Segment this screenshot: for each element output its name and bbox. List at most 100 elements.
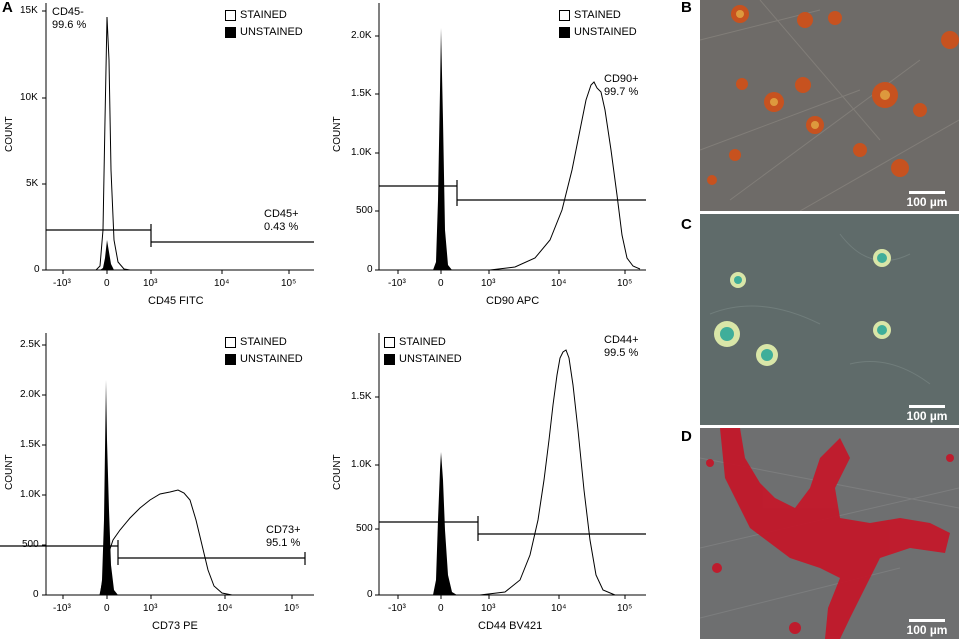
unstained-histogram [100,380,118,595]
legend-stained-swatch [225,337,236,348]
x-tick-neg: -10³ [53,603,71,614]
legend-unstained-swatch [225,27,236,38]
axes [42,3,314,274]
x-axis-label: CD90 APC [486,295,540,307]
legend: STAINED UNSTAINED [225,334,303,368]
panel-letter-a: A [2,0,13,16]
gate-neg-label: CD45- 99.6 % [52,6,87,31]
y-tick-2-5k: 2.5K [20,339,41,350]
legend-unstained-swatch [225,354,236,365]
histogram-cd44-svg [375,333,646,599]
x-tick-neg: -10³ [388,603,406,614]
gate-pos-label: CD73+ 95.1 % [266,524,301,549]
x-axis-label: CD44 BV421 [478,620,543,632]
gate-lines [379,516,646,541]
x-tick-1e5: 10⁵ [284,603,300,614]
x-tick-1e5: 10⁵ [617,603,633,614]
y-tick-1k: 1.0K [351,459,372,470]
panel-letter-c: C [681,216,692,233]
x-tick-0: 0 [104,603,110,614]
gate-pos-label: CD90+ 99.7 % [604,73,639,98]
axes [42,333,314,599]
histogram-cd44: 1.5K 1.0K 500 0 -10³ 0 10³ 10⁴ 10⁵ COUNT… [330,330,660,639]
y-tick-0: 0 [33,589,39,600]
micrograph-c-chondrogenic: 100 µm [700,214,959,425]
y-tick-5k: 5K [26,178,39,189]
legend-unstained-label: UNSTAINED [240,26,303,38]
legend-stained-swatch [384,337,395,348]
stained-histogram [479,349,616,596]
y-tick-1-5k: 1.5K [20,439,41,450]
gate-pos-label: CD44+ 99.5 % [604,334,639,359]
unstained-histogram [100,240,114,270]
unstained-histogram [433,452,457,595]
y-axis-label: COUNT [4,454,15,490]
stained-histogram [99,489,233,596]
legend-stained-label: STAINED [240,9,287,21]
x-tick-neg: -10³ [53,278,71,289]
micrograph-b-svg [700,0,959,211]
histogram-cd90-svg [375,3,646,274]
x-tick-neg: -10³ [388,278,406,289]
x-tick-1e3: 10³ [481,278,496,289]
histogram-cd45: 15K 10K 5K 0 -10³ 0 10³ 10⁴ 10⁵ COUNT CD… [0,0,330,310]
panel-letter-b: B [681,0,692,16]
legend-unstained-label: UNSTAINED [240,353,303,365]
x-tick-1e4: 10⁴ [551,278,567,289]
y-tick-2k: 2.0K [20,389,41,400]
x-tick-0: 0 [438,278,444,289]
axes [375,3,646,274]
y-axis-label: COUNT [4,116,15,152]
x-tick-1e4: 10⁴ [551,603,567,614]
y-tick-10k: 10K [20,92,38,103]
x-axis-label: CD73 PE [152,620,198,632]
micrograph-b-adipogenic: 100 µm [700,0,959,211]
y-tick-500: 500 [356,523,373,534]
micrograph-d-osteogenic: 100 µm [700,428,959,639]
y-tick-0: 0 [367,589,373,600]
gate-pos-label: CD45+ 0.43 % [264,208,299,233]
x-tick-1e3: 10³ [481,603,496,614]
legend-stained-label: STAINED [240,336,287,348]
histogram-cd73-svg [0,333,314,599]
y-tick-15k: 15K [20,5,38,16]
y-tick-500: 500 [356,205,373,216]
legend: STAINED UNSTAINED [225,7,303,41]
y-axis-label: COUNT [332,116,343,152]
scale-bar: 100 µm [904,191,950,209]
x-tick-0: 0 [438,603,444,614]
x-tick-1e5: 10⁵ [281,278,297,289]
legend-stained-label: STAINED [399,336,446,348]
y-tick-500: 500 [22,539,39,550]
micrograph-c-svg [700,214,959,425]
gate-lines [46,224,314,247]
y-tick-1k: 1.0K [351,147,372,158]
y-tick-0: 0 [367,264,373,275]
legend-stained-swatch [225,10,236,21]
gate-lines [0,540,306,565]
stained-histogram [489,81,641,271]
y-tick-2k: 2.0K [351,30,372,41]
x-tick-1e4: 10⁴ [217,603,233,614]
scale-bar: 100 µm [904,619,950,637]
x-tick-1e3: 10³ [143,278,158,289]
y-axis-label: COUNT [332,454,343,490]
legend-unstained-swatch [384,354,395,365]
x-tick-0: 0 [104,278,110,289]
axes [375,333,646,599]
legend-unstained-swatch [559,27,570,38]
legend-stained-swatch [559,10,570,21]
legend: STAINED UNSTAINED [559,7,637,41]
y-tick-1-5k: 1.5K [351,88,372,99]
histogram-cd90: 2.0K 1.5K 1.0K 500 0 -10³ 0 10³ 10⁴ 10⁵ … [330,0,660,310]
x-tick-1e4: 10⁴ [214,278,230,289]
micrograph-d-svg [700,428,959,639]
unstained-histogram [433,28,452,270]
gate-lines [379,180,646,206]
x-tick-1e5: 10⁵ [617,278,633,289]
legend-unstained-label: UNSTAINED [399,353,462,365]
y-tick-1k: 1.0K [20,489,41,500]
panel-letter-d: D [681,428,692,445]
histogram-cd45-svg [42,3,314,274]
x-axis-label: CD45 FITC [148,295,204,307]
